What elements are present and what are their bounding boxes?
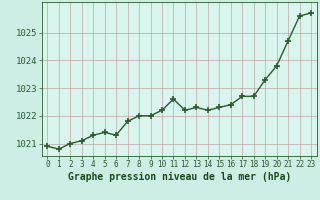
X-axis label: Graphe pression niveau de la mer (hPa): Graphe pression niveau de la mer (hPa)	[68, 172, 291, 182]
